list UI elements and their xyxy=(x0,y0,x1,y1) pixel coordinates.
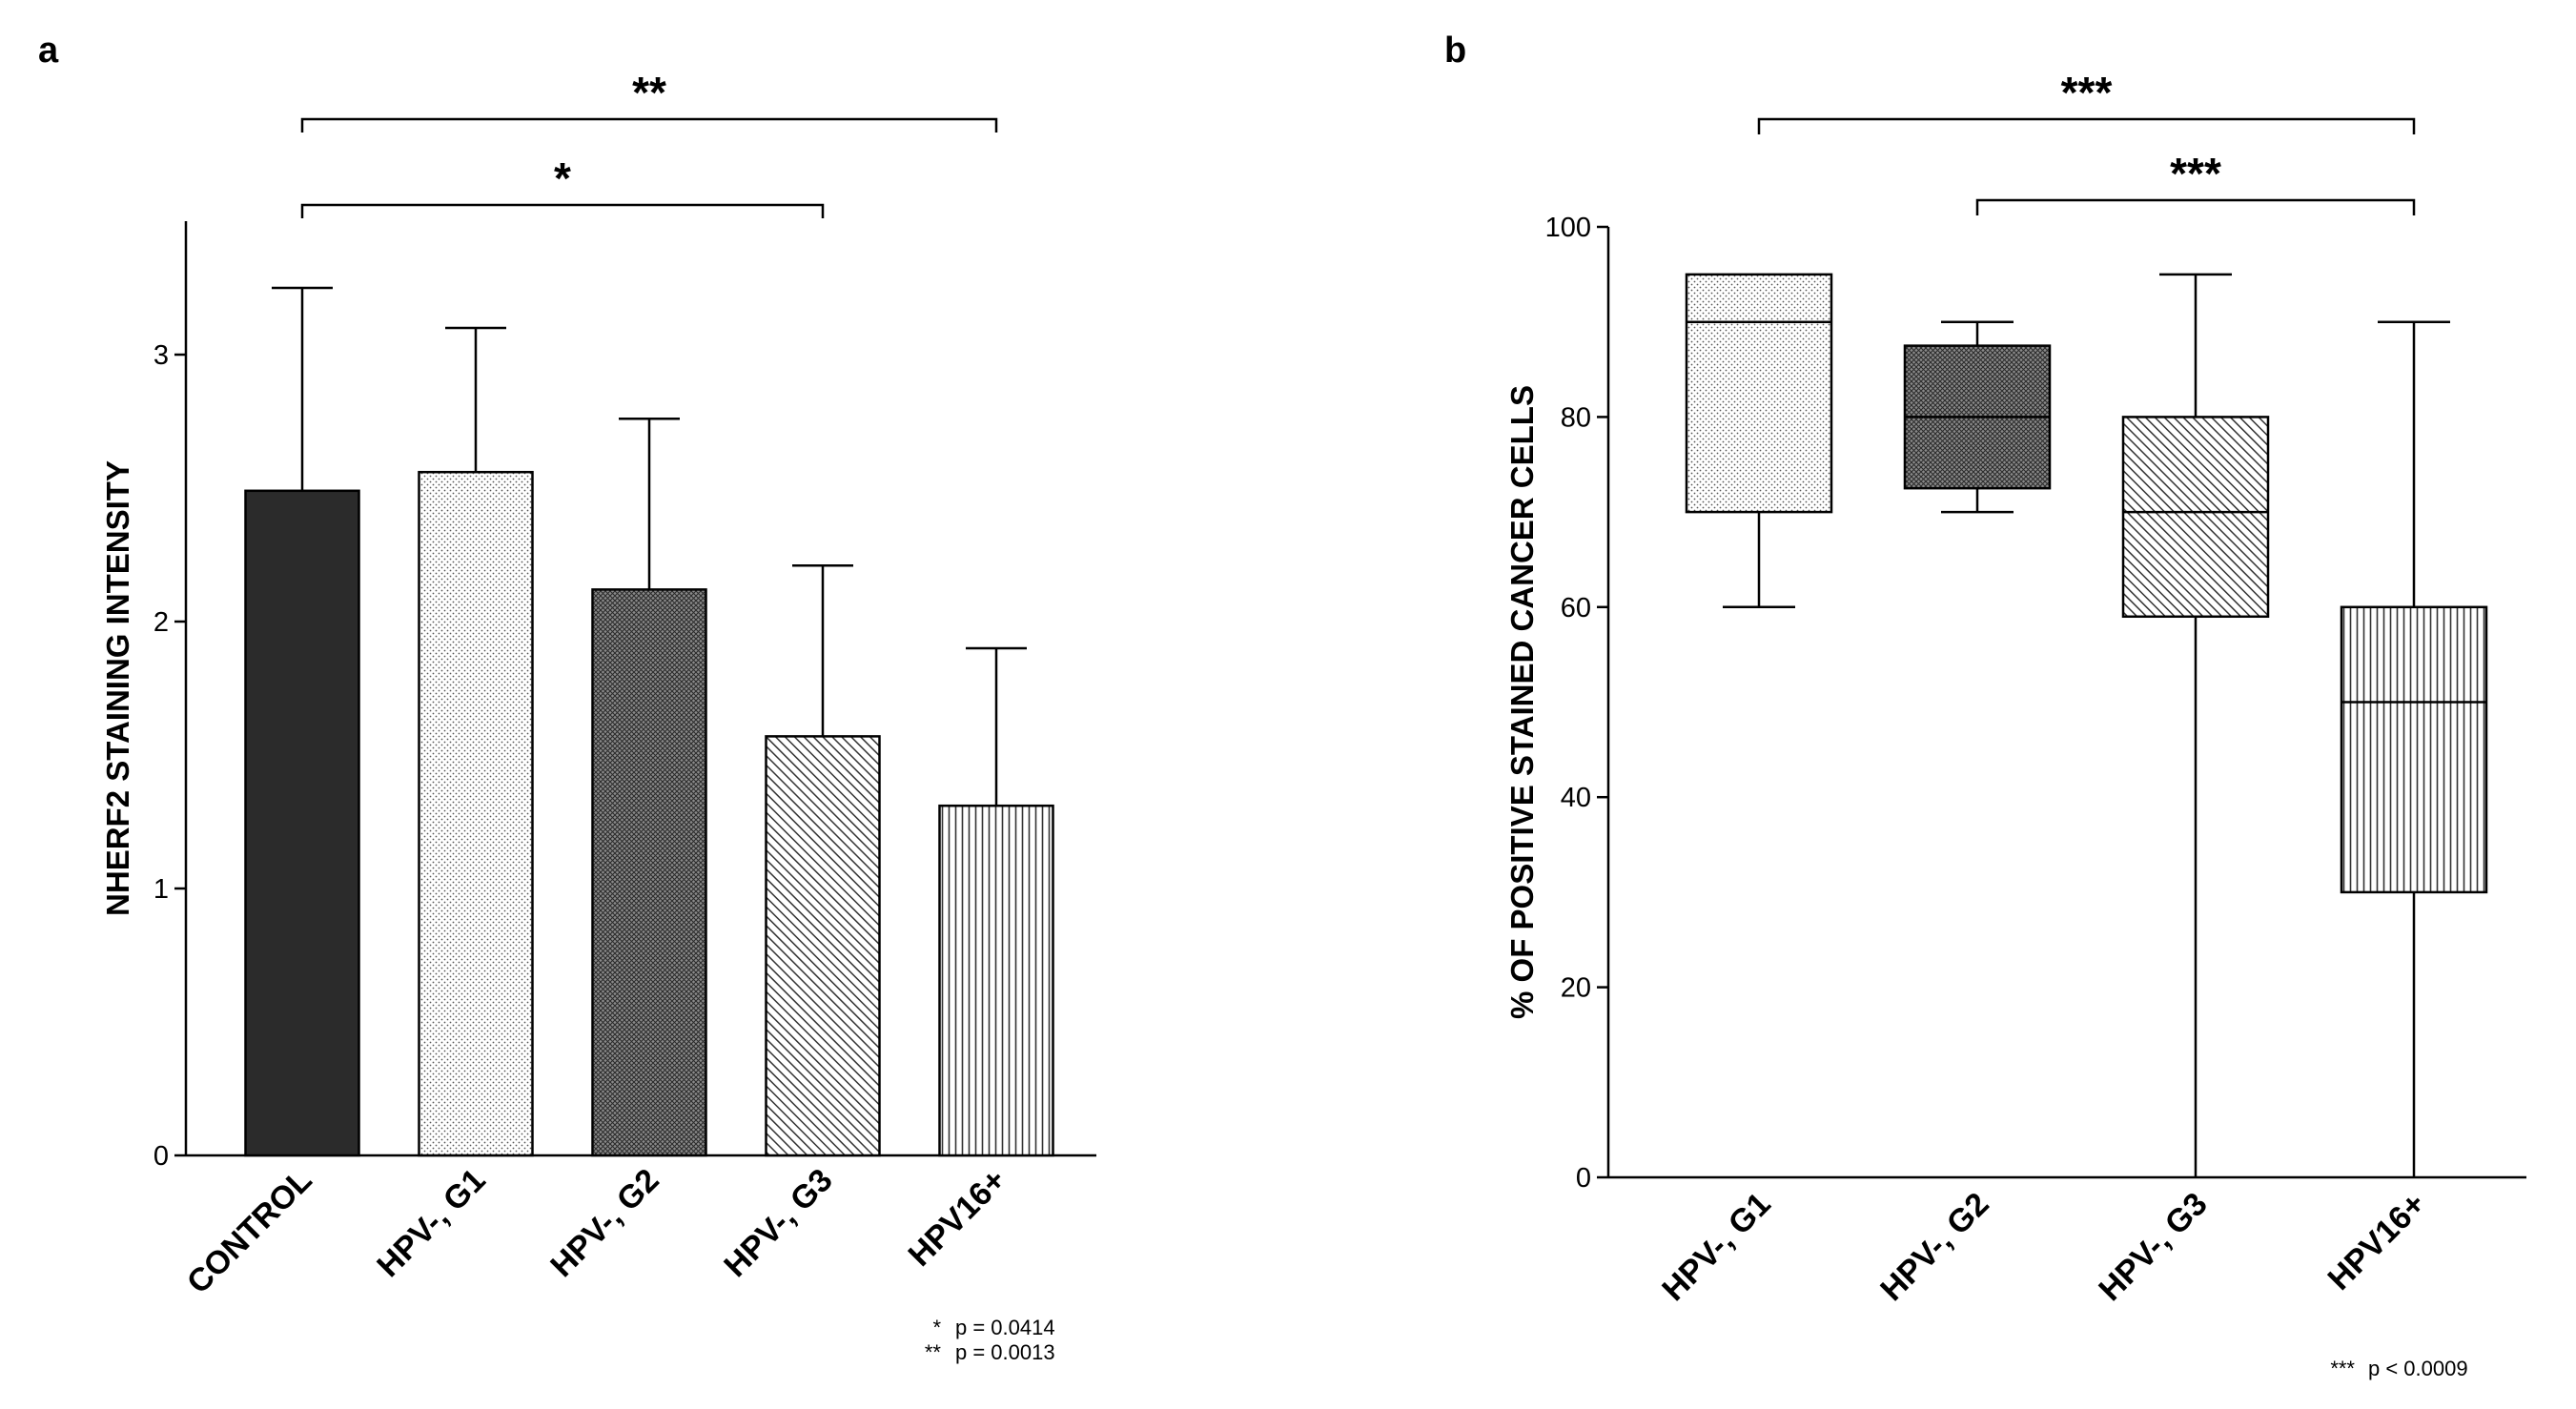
panel-a-note-mark: ** xyxy=(925,1340,942,1364)
panel-a-bar-chart: a 0 1 2 3 NHERF2 STAINING INTENSITY CONTROL HPV… xyxy=(38,31,1096,1364)
panel-b-y-tick-label: 20 xyxy=(1561,973,1591,1004)
panel-a-y-tick-label: 0 xyxy=(153,1141,169,1172)
panel-b-box-plot: b 0 20 40 60 80 100 % OF POSITIVE STAINED CANCE… xyxy=(1444,31,2526,1380)
panel-a-bar xyxy=(938,804,1054,1157)
panel-a-note-mark: * xyxy=(932,1316,941,1339)
panel-a-category-label: HPV-, G3 xyxy=(717,1162,839,1284)
panel-a-category-label: HPV16+ xyxy=(902,1162,1013,1274)
panel-a-note-text: p = 0.0414 xyxy=(955,1316,1055,1339)
panel-b-category-label: HPV-, G1 xyxy=(1655,1186,1777,1308)
panel-a-significance-bracket xyxy=(300,117,998,133)
panel-a-bar xyxy=(418,470,534,1157)
panel-a-bar xyxy=(765,735,881,1157)
panel-a-significance-stars: ** xyxy=(632,68,666,117)
panel-a-letter: a xyxy=(38,31,59,71)
panel-b-category-label: HPV-, G3 xyxy=(2092,1186,2214,1308)
panel-a-y-tick-label: 2 xyxy=(153,607,169,638)
panel-b-y-tick-label: 60 xyxy=(1561,593,1591,623)
panel-b-letter: b xyxy=(1444,31,1466,71)
panel-a-y-tick-label: 1 xyxy=(153,874,169,905)
panel-b-box xyxy=(2121,416,2270,619)
panel-a-y-axis-title: NHERF2 STAINING INTENSITY xyxy=(100,460,135,916)
panel-b-significance-bracket xyxy=(1975,198,2416,215)
panel-b-significance-stars: *** xyxy=(2170,149,2221,198)
panel-a-bar xyxy=(244,489,360,1157)
panel-b-significance-stars: *** xyxy=(2061,68,2113,117)
panel-b-y-axis-title: % OF POSITIVE STAINED CANCER CELLS xyxy=(1504,385,1540,1019)
panel-a-y-tick-label: 3 xyxy=(153,340,169,371)
panel-a-significance-bracket xyxy=(300,203,825,218)
panel-a-bar xyxy=(591,588,707,1157)
panel-a-category-label: CONTROL xyxy=(180,1162,319,1301)
panel-b-y-tick-label: 40 xyxy=(1561,783,1591,813)
panel-b-y-tick-label: 100 xyxy=(1545,213,1591,243)
panel-a-category-label: HPV-, G1 xyxy=(370,1162,492,1284)
panel-b-y-tick-label: 80 xyxy=(1561,402,1591,433)
panel-b-note-text: p < 0.0009 xyxy=(2368,1357,2468,1380)
panel-b-category-label: HPV-, G2 xyxy=(1873,1186,1995,1308)
panel-b-box xyxy=(2340,605,2488,894)
panel-a-note-text: p = 0.0013 xyxy=(955,1340,1055,1364)
panel-b-significance-bracket xyxy=(1757,117,2416,134)
panel-a-category-label: HPV-, G2 xyxy=(543,1162,665,1284)
panel-b-y-tick-label: 0 xyxy=(1576,1163,1591,1194)
panel-b-box xyxy=(1685,273,1833,514)
panel-b-category-label: HPV16+ xyxy=(2321,1186,2433,1297)
panel-b-note-mark: *** xyxy=(2330,1357,2355,1380)
panel-a-significance-stars: * xyxy=(554,153,571,203)
